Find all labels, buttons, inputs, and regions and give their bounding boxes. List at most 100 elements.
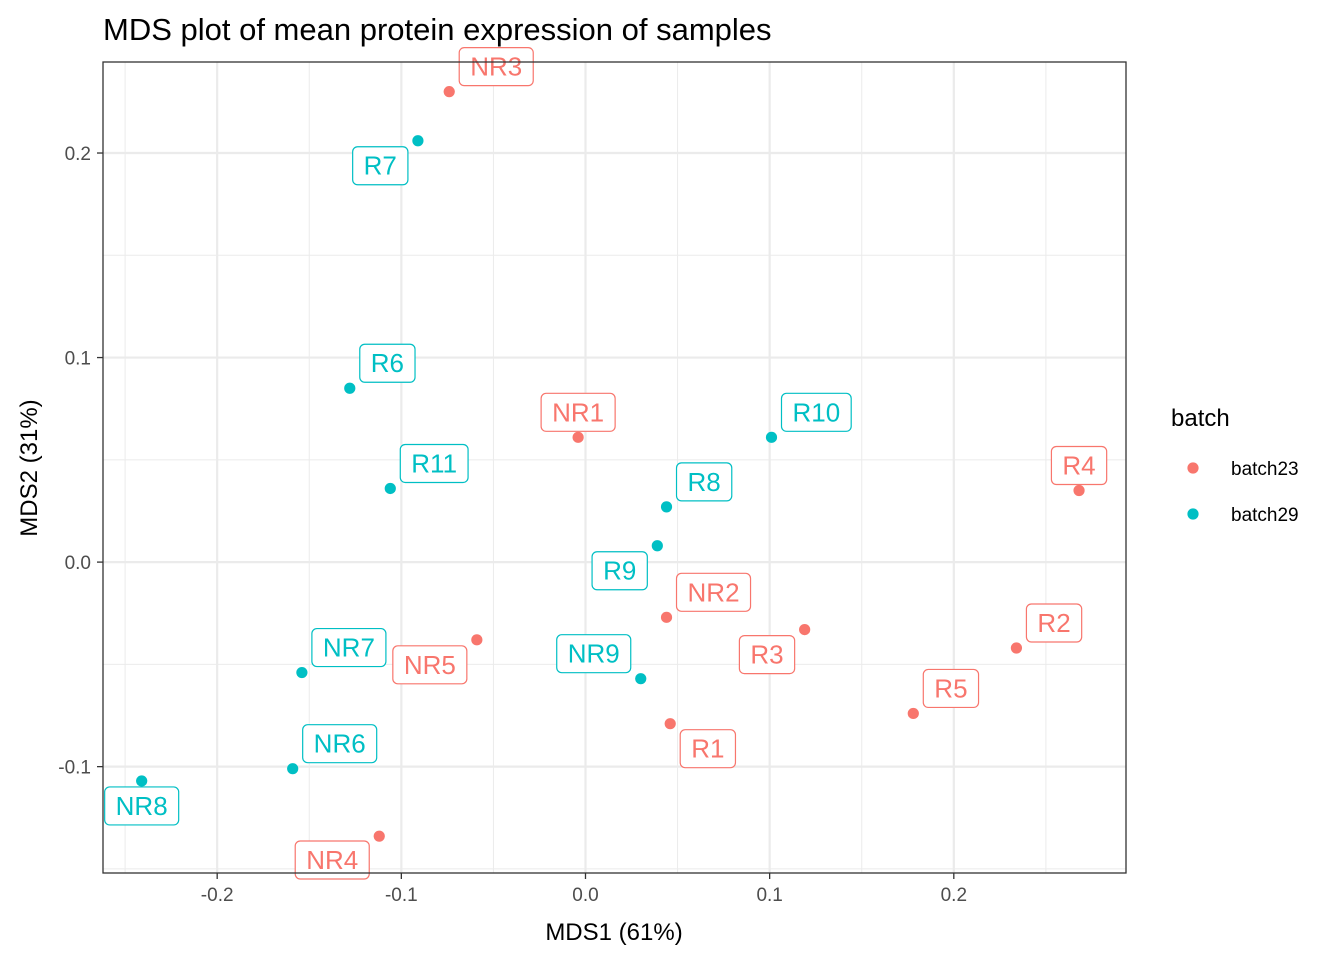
point-label-box bbox=[591, 551, 648, 591]
point-label-box bbox=[458, 47, 534, 87]
point-labels: NR3 NR1 R4 NR2 R3 R2 NR5 R5 R1 NR4 R7 R6 R10 R11 R8 R9 N… bbox=[104, 47, 1108, 880]
data-point bbox=[660, 501, 673, 513]
point-label: NR8 bbox=[104, 786, 180, 826]
point-label-box bbox=[302, 724, 378, 764]
point-label: NR2 bbox=[675, 572, 752, 612]
data-point bbox=[136, 775, 148, 787]
x-tick-label: 0.0 bbox=[572, 885, 598, 906]
point-label-text: NR4 bbox=[306, 845, 358, 875]
data-point bbox=[635, 673, 647, 685]
point-label-box bbox=[359, 343, 416, 383]
point-label-box bbox=[922, 668, 980, 709]
data-point bbox=[344, 382, 356, 394]
x-tick-label: -0.2 bbox=[201, 885, 234, 906]
data-point bbox=[1010, 642, 1023, 654]
point-label-box bbox=[392, 645, 468, 685]
point-label-box bbox=[1050, 445, 1108, 486]
legend-entries: batch23 batch29 bbox=[1187, 459, 1299, 526]
data-point bbox=[572, 431, 584, 443]
point-label: R7 bbox=[352, 146, 409, 186]
y-tick-label: 0.2 bbox=[65, 144, 91, 165]
data-point bbox=[443, 86, 455, 98]
data-points bbox=[136, 86, 1085, 842]
y-tick-label: 0.1 bbox=[65, 349, 91, 370]
point-label: R8 bbox=[675, 462, 733, 502]
data-point bbox=[384, 482, 396, 495]
data-point bbox=[412, 135, 424, 147]
point-label-text: R10 bbox=[792, 397, 840, 427]
plot-panel-border bbox=[102, 61, 1127, 874]
point-label-text: R8 bbox=[688, 467, 721, 497]
data-point bbox=[287, 763, 299, 775]
chart-title: MDS plot of mean protein expression of s… bbox=[103, 12, 772, 47]
point-label-text: R9 bbox=[603, 556, 636, 586]
point-label-box bbox=[1025, 603, 1083, 643]
point-label: NR5 bbox=[392, 645, 468, 685]
legend-label: batch23 bbox=[1231, 459, 1299, 480]
point-label: R3 bbox=[738, 634, 796, 675]
minor-gridlines bbox=[103, 62, 1126, 873]
point-label-box bbox=[399, 443, 469, 484]
point-label: R1 bbox=[679, 729, 737, 769]
point-label-text: R3 bbox=[750, 640, 783, 670]
data-point bbox=[651, 540, 663, 552]
point-label-box bbox=[104, 786, 180, 826]
major-gridlines bbox=[103, 62, 1126, 873]
point-label-text: NR5 bbox=[404, 650, 456, 680]
data-point bbox=[660, 611, 673, 623]
data-point bbox=[664, 718, 676, 730]
legend: batch batch23 batch29 bbox=[1171, 405, 1299, 526]
point-label-text: NR8 bbox=[116, 791, 168, 821]
y-axis-title: MDS2 (31%) bbox=[16, 399, 43, 536]
data-point bbox=[799, 623, 811, 636]
legend-key bbox=[1187, 462, 1199, 474]
point-label-box bbox=[675, 572, 752, 612]
point-label-text: NR2 bbox=[688, 577, 740, 607]
x-tick-label: 0.1 bbox=[756, 885, 782, 906]
point-label: R4 bbox=[1050, 445, 1108, 486]
point-label-text: NR9 bbox=[568, 639, 620, 669]
point-label: R6 bbox=[359, 343, 416, 383]
data-point bbox=[373, 830, 385, 842]
point-label: NR1 bbox=[540, 392, 616, 432]
data-point bbox=[1073, 484, 1085, 497]
point-label-text: R4 bbox=[1062, 451, 1095, 481]
point-label-box bbox=[294, 840, 370, 880]
point-label-text: NR6 bbox=[314, 729, 366, 759]
point-label-box bbox=[780, 392, 852, 432]
y-axis-ticks: -0.1 0.0 0.1 0.2 bbox=[58, 144, 103, 779]
x-tick-label: -0.1 bbox=[385, 885, 418, 906]
point-label: R9 bbox=[591, 551, 648, 591]
y-tick-label: 0.0 bbox=[65, 553, 91, 574]
point-label-text: R7 bbox=[364, 151, 397, 181]
point-label: NR6 bbox=[302, 724, 378, 764]
y-tick-label: -0.1 bbox=[58, 758, 91, 779]
legend-label: batch29 bbox=[1231, 505, 1299, 526]
point-label-text: R11 bbox=[411, 448, 457, 478]
point-label: R2 bbox=[1025, 603, 1083, 643]
point-label-box bbox=[311, 627, 387, 668]
data-point bbox=[765, 431, 778, 443]
point-label-box bbox=[738, 634, 796, 675]
point-label-box bbox=[352, 146, 409, 186]
point-label-text: NR3 bbox=[470, 52, 522, 82]
point-label: NR9 bbox=[556, 634, 632, 674]
point-label-box bbox=[540, 392, 616, 432]
point-label-text: R5 bbox=[934, 673, 967, 703]
point-label-box bbox=[679, 729, 737, 769]
data-point bbox=[296, 666, 308, 679]
x-tick-label: 0.2 bbox=[941, 885, 967, 906]
point-label: R11 bbox=[399, 443, 469, 484]
legend-title: batch bbox=[1171, 405, 1230, 432]
legend-key bbox=[1187, 508, 1199, 520]
point-label: NR3 bbox=[458, 47, 534, 87]
data-point bbox=[907, 707, 919, 720]
data-point bbox=[471, 634, 483, 646]
x-axis-title: MDS1 (61%) bbox=[545, 919, 682, 946]
point-label: NR4 bbox=[294, 840, 370, 880]
point-label-text: NR7 bbox=[323, 633, 375, 663]
point-label-text: R1 bbox=[691, 734, 724, 764]
point-label-text: R6 bbox=[371, 348, 404, 378]
point-label-text: R2 bbox=[1037, 608, 1070, 638]
